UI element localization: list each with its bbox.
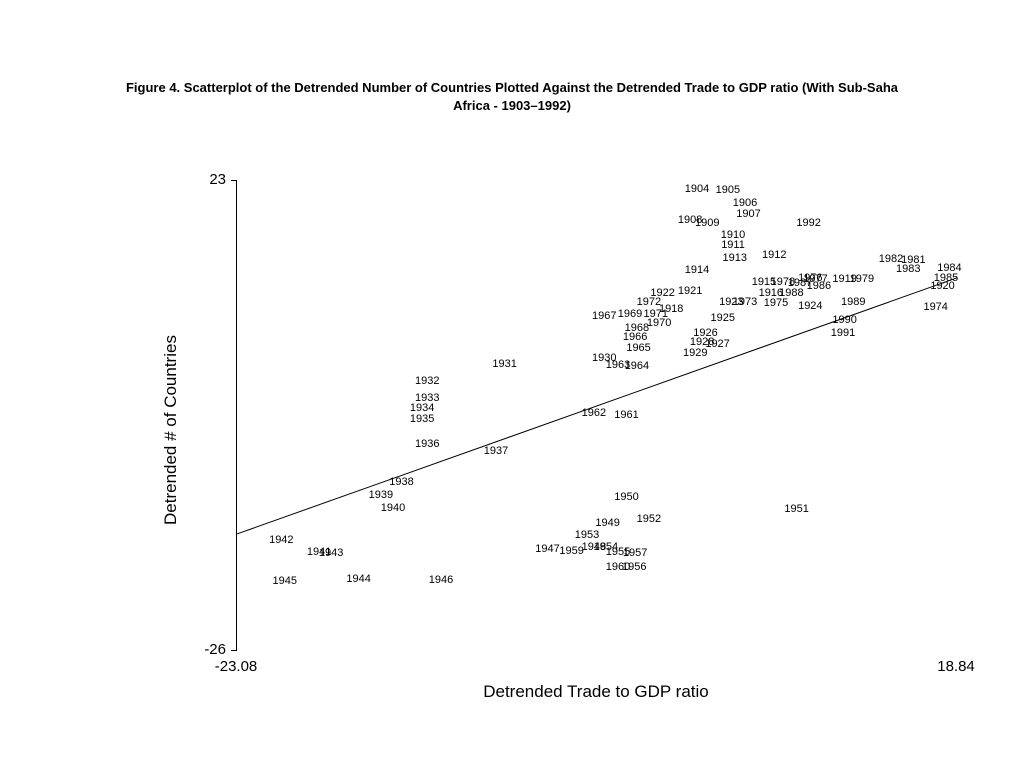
figure-title-line1: Figure 4. Scatterplot of the Detrended N…	[0, 80, 1024, 95]
figure-container: Figure 4. Scatterplot of the Detrended N…	[0, 0, 1024, 768]
scatter-point-label: 1936	[415, 438, 439, 450]
y-tick	[231, 180, 237, 181]
scatter-point-label: 1937	[484, 445, 508, 457]
scatter-point-label: 1921	[678, 285, 702, 297]
scatter-point-label: 1983	[896, 263, 920, 275]
scatter-point-label: 1988	[779, 287, 803, 299]
scatter-point-label: 1956	[622, 561, 646, 573]
scatter-point-label: 1957	[623, 547, 647, 559]
scatter-point-label: 1947	[535, 543, 559, 555]
plot-area: 1904190519061907190819091910199219111912…	[236, 180, 956, 650]
scatter-point-label: 1924	[798, 300, 822, 312]
scatter-point-label: 1932	[415, 375, 439, 387]
scatter-point-label: 1911	[721, 239, 745, 251]
scatter-point-label: 1972	[637, 296, 661, 308]
scatter-point-label: 1969	[618, 308, 642, 320]
scatter-point-label: 1925	[710, 312, 734, 324]
scatter-point-label: 1943	[319, 547, 343, 559]
figure-title-line2: Africa - 1903–1992)	[0, 98, 1024, 113]
scatter-point-label: 1912	[762, 249, 786, 261]
scatter-point-label: 1929	[683, 347, 707, 359]
x-axis-label: Detrended Trade to GDP ratio	[236, 682, 956, 702]
scatter-point-label: 1914	[685, 264, 709, 276]
scatter-point-label: 1944	[346, 573, 370, 585]
scatter-point-label: 1927	[705, 338, 729, 350]
scatter-point-label: 1959	[559, 545, 583, 557]
scatter-point-label: 1962	[582, 407, 606, 419]
scatter-point-label: 1920	[930, 280, 954, 292]
scatter-point-label: 1946	[429, 574, 453, 586]
scatter-point-label: 1909	[695, 217, 719, 229]
scatter-point-label: 1949	[595, 517, 619, 529]
y-axis-label: Detrended # of Countries	[161, 335, 181, 525]
scatter-point-label: 1976	[798, 272, 822, 284]
scatter-point-label: 1904	[685, 183, 709, 195]
scatter-point-label: 1961	[614, 409, 638, 421]
scatter-point-label: 1913	[722, 252, 746, 264]
scatter-point-label: 1979	[850, 273, 874, 285]
x-tick-label: 18.84	[937, 658, 975, 675]
scatter-point-label: 1992	[796, 217, 820, 229]
scatter-point-label: 1905	[716, 184, 740, 196]
scatter-point-label: 1967	[592, 310, 616, 322]
scatter-point-label: 1945	[272, 575, 296, 587]
scatter-point-label: 1940	[381, 502, 405, 514]
scatter-point-label: 1989	[841, 296, 865, 308]
scatter-point-label: 1938	[389, 476, 413, 488]
scatter-point-label: 1974	[923, 301, 947, 313]
scatter-point-label: 1923	[719, 296, 743, 308]
scatter-point-label: 1931	[492, 358, 516, 370]
y-tick-label: -26	[204, 641, 226, 658]
scatter-point-label: 1907	[736, 208, 760, 220]
scatter-point-label: 1950	[614, 491, 638, 503]
y-tick	[231, 650, 237, 651]
scatter-point-label: 1965	[626, 342, 650, 354]
scatter-point-label: 1939	[369, 489, 393, 501]
x-tick-label: -23.08	[215, 658, 258, 675]
scatter-point-label: 1935	[410, 413, 434, 425]
scatter-point-label: 1991	[831, 327, 855, 339]
scatter-point-label: 1942	[269, 534, 293, 546]
y-tick-label: 23	[209, 171, 226, 188]
scatter-point-label: 1952	[637, 513, 661, 525]
scatter-point-label: 1953	[575, 529, 599, 541]
scatter-point-label: 1951	[784, 503, 808, 515]
scatter-point-label: 1970	[647, 317, 671, 329]
scatter-point-label: 1964	[625, 360, 649, 372]
scatter-point-label: 1990	[832, 314, 856, 326]
